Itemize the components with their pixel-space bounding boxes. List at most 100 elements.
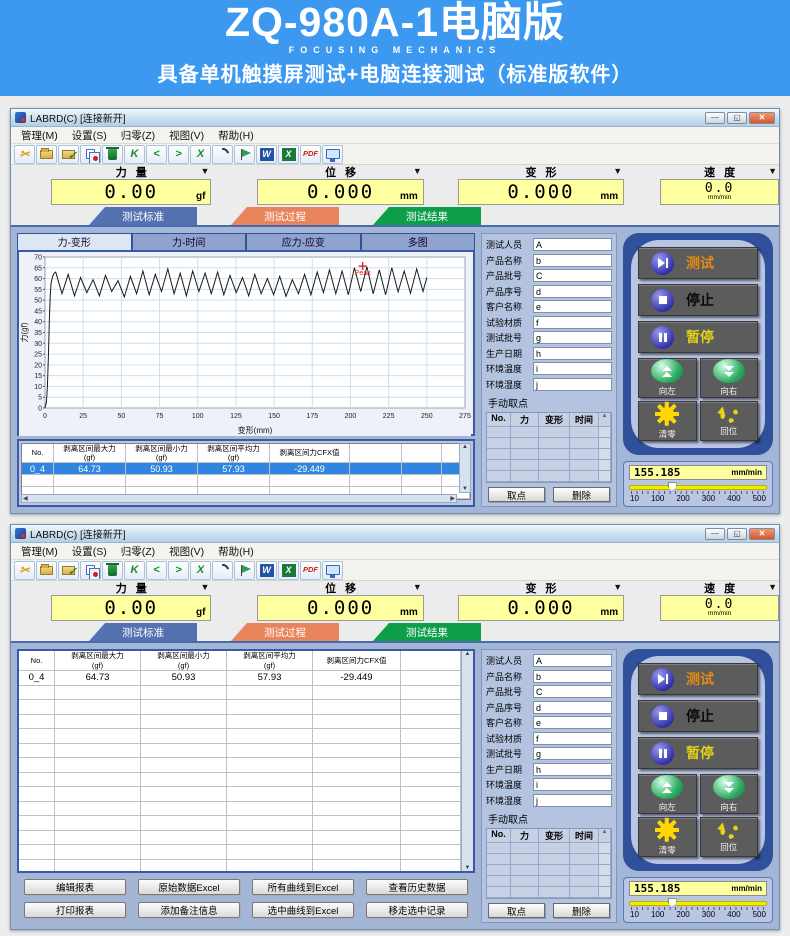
- report-button[interactable]: 打印报表: [24, 902, 126, 918]
- report-button[interactable]: 所有曲线到Excel: [252, 879, 354, 895]
- table-row[interactable]: [19, 787, 462, 802]
- menu-item-设[interactable]: 设置(S): [71, 545, 107, 558]
- report-button[interactable]: 移走选中记录: [366, 902, 468, 918]
- field-input[interactable]: i: [533, 778, 612, 791]
- toolbar-button-nav-prev[interactable]: <: [146, 144, 167, 164]
- toolbar-button-folder-open[interactable]: [36, 560, 57, 580]
- menu-item-归[interactable]: 归零(Z): [120, 129, 156, 142]
- scroll-left-icon[interactable]: ◀: [23, 496, 28, 502]
- field-input[interactable]: b: [533, 253, 612, 267]
- field-input[interactable]: C: [533, 269, 612, 282]
- manual-points-table[interactable]: No. 力变形 时间 ▲: [486, 828, 612, 899]
- table-row[interactable]: [19, 859, 462, 871]
- chart-tab[interactable]: 应力-应变: [246, 233, 361, 250]
- toolbar-button-nav-last[interactable]: X: [190, 144, 211, 164]
- scroll-down-icon[interactable]: ▼: [464, 865, 471, 871]
- right-button[interactable]: 向右: [699, 358, 758, 398]
- table-row[interactable]: [19, 830, 462, 845]
- field-input[interactable]: A: [533, 238, 612, 251]
- results-horizontal-scrollbar[interactable]: ◀ ▶: [21, 494, 457, 503]
- toolbar-button-nav-next[interactable]: >: [168, 144, 189, 164]
- chart-tab[interactable]: 多图: [360, 233, 475, 250]
- chevron-down-icon[interactable]: ▼: [412, 582, 422, 592]
- test-button[interactable]: 测试: [638, 663, 758, 695]
- stage-tab-1[interactable]: 测试过程: [231, 623, 339, 641]
- home-button[interactable]: 回位: [699, 401, 758, 441]
- toolbar-button-flag[interactable]: [234, 560, 255, 580]
- close-button[interactable]: ✕: [749, 527, 775, 540]
- maximize-button[interactable]: ◱: [727, 111, 747, 124]
- take-point-button[interactable]: 取点: [488, 903, 545, 918]
- delete-point-button[interactable]: 删除: [553, 487, 610, 502]
- field-input[interactable]: f: [533, 731, 612, 745]
- right-button[interactable]: 向右: [699, 774, 758, 814]
- results-table[interactable]: No. 剥离区间最大力 (gf) 剥离区间最小力 (gf) 剥离区间平均力 (gf) 剥离区间…: [21, 442, 471, 500]
- menu-item-归[interactable]: 归零(Z): [120, 545, 156, 558]
- scroll-down-icon[interactable]: ▼: [462, 486, 468, 492]
- toolbar-button-curve[interactable]: [212, 560, 233, 580]
- chevron-down-icon[interactable]: ▼: [200, 166, 210, 176]
- toolbar-button-save[interactable]: [58, 144, 79, 164]
- toolbar-button-scissors[interactable]: ✂: [14, 144, 35, 164]
- table-row[interactable]: [19, 758, 462, 773]
- toolbar-button-copy[interactable]: [80, 144, 101, 164]
- menu-item-帮[interactable]: 帮助(H): [218, 129, 254, 142]
- stage-tab-2[interactable]: 测试结果: [373, 623, 481, 641]
- speed-slider[interactable]: [629, 482, 767, 491]
- stage-tab-0[interactable]: 测试标准: [89, 207, 197, 225]
- field-input[interactable]: h: [533, 762, 612, 776]
- toolbar-button-export-excel[interactable]: X: [278, 144, 299, 164]
- menu-item-管[interactable]: 管理(M): [21, 129, 58, 142]
- toolbar-button-flag[interactable]: [234, 144, 255, 164]
- toolbar-button-device-monitor[interactable]: [322, 560, 343, 580]
- field-input[interactable]: f: [533, 315, 612, 329]
- home-button[interactable]: 回位: [699, 817, 758, 857]
- field-input[interactable]: d: [533, 700, 612, 714]
- toolbar-button-nav-prev[interactable]: <: [146, 560, 167, 580]
- toolbar-button-nav-first[interactable]: K: [124, 560, 145, 580]
- table-row[interactable]: [19, 772, 462, 787]
- test-button[interactable]: 测试: [638, 247, 758, 279]
- menu-item-设[interactable]: 设置(S): [71, 129, 107, 142]
- toolbar-button-export-pdf[interactable]: PDF: [300, 144, 321, 164]
- toolbar-button-scissors[interactable]: ✂: [14, 560, 35, 580]
- stage-tab-1[interactable]: 测试过程: [231, 207, 339, 225]
- scroll-up-icon[interactable]: ▲: [464, 651, 471, 657]
- stage-tab-0[interactable]: 测试标准: [89, 623, 197, 641]
- report-button[interactable]: 原始数据Excel: [138, 879, 240, 895]
- table-row[interactable]: [19, 685, 462, 700]
- delete-point-button[interactable]: 删除: [553, 903, 610, 918]
- table-row[interactable]: [19, 816, 462, 831]
- zero-button[interactable]: 清零: [638, 817, 697, 857]
- titlebar[interactable]: LABRD(C) [连接新开] — ◱ ✕: [11, 525, 779, 543]
- field-input[interactable]: i: [533, 362, 612, 375]
- scrollbar[interactable]: ▲: [599, 413, 611, 427]
- toolbar-button-device-monitor[interactable]: [322, 144, 343, 164]
- history-vertical-scrollbar[interactable]: ▲ ▼: [461, 651, 473, 871]
- stop-button[interactable]: 停止: [638, 700, 758, 732]
- take-point-button[interactable]: 取点: [488, 487, 545, 502]
- toolbar-button-save[interactable]: [58, 560, 79, 580]
- toolbar-button-copy[interactable]: [80, 560, 101, 580]
- scroll-up-icon[interactable]: ▲: [462, 443, 468, 450]
- left-button[interactable]: 向左: [638, 774, 697, 814]
- left-button[interactable]: 向左: [638, 358, 697, 398]
- table-row[interactable]: 0_4 64.73 50.93 57.93 -29.449: [22, 463, 470, 476]
- toolbar-button-nav-first[interactable]: K: [124, 144, 145, 164]
- field-input[interactable]: d: [533, 284, 612, 298]
- field-input[interactable]: A: [533, 654, 612, 667]
- toolbar-button-nav-last[interactable]: X: [190, 560, 211, 580]
- table-row[interactable]: [19, 845, 462, 860]
- table-row[interactable]: [19, 801, 462, 816]
- zero-button[interactable]: 清零: [638, 401, 697, 441]
- table-row[interactable]: [19, 729, 462, 744]
- field-input[interactable]: h: [533, 346, 612, 360]
- toolbar-button-export-word[interactable]: W: [256, 144, 277, 164]
- toolbar-button-export-pdf[interactable]: PDF: [300, 560, 321, 580]
- field-input[interactable]: j: [533, 377, 612, 391]
- stop-button[interactable]: 停止: [638, 284, 758, 316]
- table-row[interactable]: [19, 743, 462, 758]
- chevron-down-icon[interactable]: ▼: [412, 166, 422, 176]
- field-input[interactable]: g: [533, 747, 612, 760]
- toolbar-button-export-word[interactable]: W: [256, 560, 277, 580]
